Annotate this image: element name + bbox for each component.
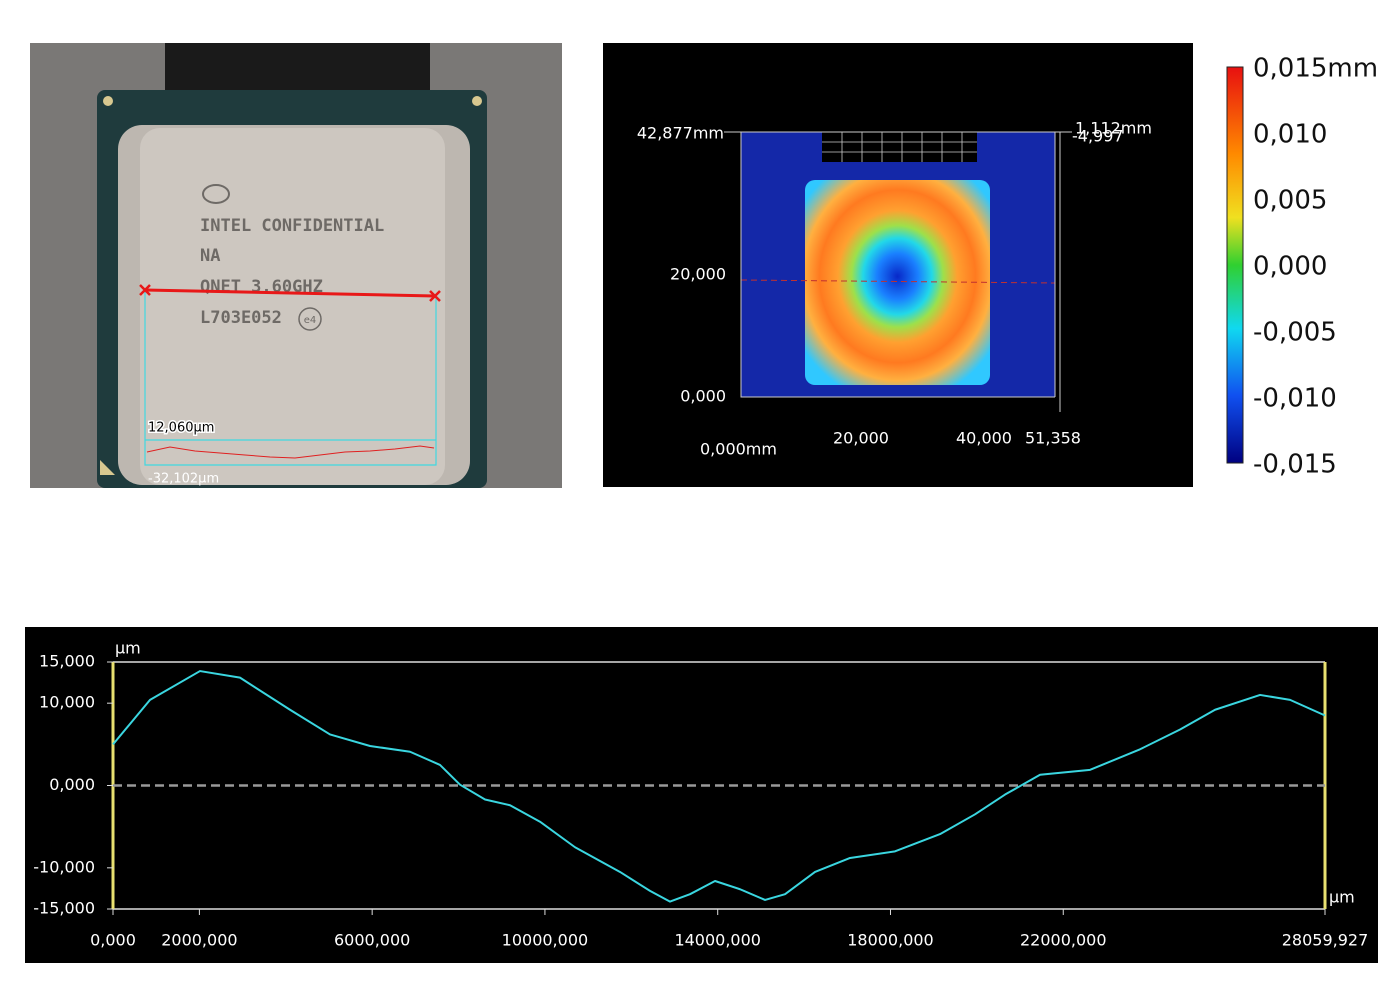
x-tick-label: 0,000 — [90, 931, 136, 950]
z-tick-label: 1,112mm — [1075, 119, 1152, 138]
colorbar-label: 0,005 — [1253, 186, 1327, 216]
y-tick-label: 0,000 — [49, 775, 95, 794]
y-tick-label: -15,000 — [33, 899, 95, 918]
x-tick-label: 22000,000 — [1020, 931, 1107, 950]
y-tick-label: 10,000 — [39, 693, 95, 712]
colorbar-label: 0,000 — [1253, 252, 1327, 282]
x-tick-label: 2000,000 — [161, 931, 237, 950]
x-tick-label: 51,358 — [1025, 429, 1081, 448]
colorbar-label: -0,015 — [1253, 450, 1337, 480]
colorbar: 0,015mm 0,010 0,005 0,000 -0,005 -0,010 … — [1226, 54, 1378, 480]
x-axis-label: μm — [1329, 888, 1355, 907]
marking: INTEL CONFIDENTIAL — [200, 216, 384, 236]
y-tick-label: -10,000 — [33, 857, 95, 876]
colorbar-label: -0,010 — [1253, 384, 1337, 414]
cpu-photo: INTEL CONFIDENTIAL NA QNET 3.60GHZ L703E… — [30, 43, 562, 488]
y-tick-label: 0,000 — [680, 387, 726, 406]
colorbar-label: 0,015mm — [1253, 54, 1378, 84]
y-tick-label: 42,877mm — [637, 124, 724, 143]
marking: NA — [200, 246, 220, 266]
badge: e4 — [304, 315, 317, 326]
x-tick-label: 18000,000 — [847, 931, 934, 950]
y-axis-label: μm — [115, 639, 141, 658]
heatmap-panel: 42,877mm 20,000 0,000 0,000mm 20,000 40,… — [603, 43, 1193, 487]
x-tick-label: 14000,000 — [674, 931, 761, 950]
profile-line — [112, 670, 1326, 903]
profile-max: 12,060μm — [148, 421, 214, 436]
profile-min: -32,102μm — [148, 472, 219, 487]
x-tick-label: 28059,927 — [1282, 931, 1369, 950]
colorbar-label: 0,010 — [1253, 120, 1327, 150]
y-tick-label: 15,000 — [39, 652, 95, 671]
marking: L703E052 — [200, 308, 282, 328]
x-tick-label: 6000,000 — [334, 931, 410, 950]
y-tick-label: 20,000 — [670, 265, 726, 284]
z-tick-label: -4,997 — [1072, 127, 1124, 146]
x-tick-label: 40,000 — [956, 429, 1012, 448]
profile-chart: 15,000 10,000 0,000 -10,000 -15,000 0,000 2000… — [33, 652, 1368, 950]
colorbar-label: -0,005 — [1253, 318, 1337, 348]
chart-background — [25, 627, 1378, 963]
x-tick-label: 10000,000 — [502, 931, 589, 950]
x-tick-label: 20,000 — [833, 429, 889, 448]
x-tick-label: 0,000mm — [700, 440, 777, 459]
